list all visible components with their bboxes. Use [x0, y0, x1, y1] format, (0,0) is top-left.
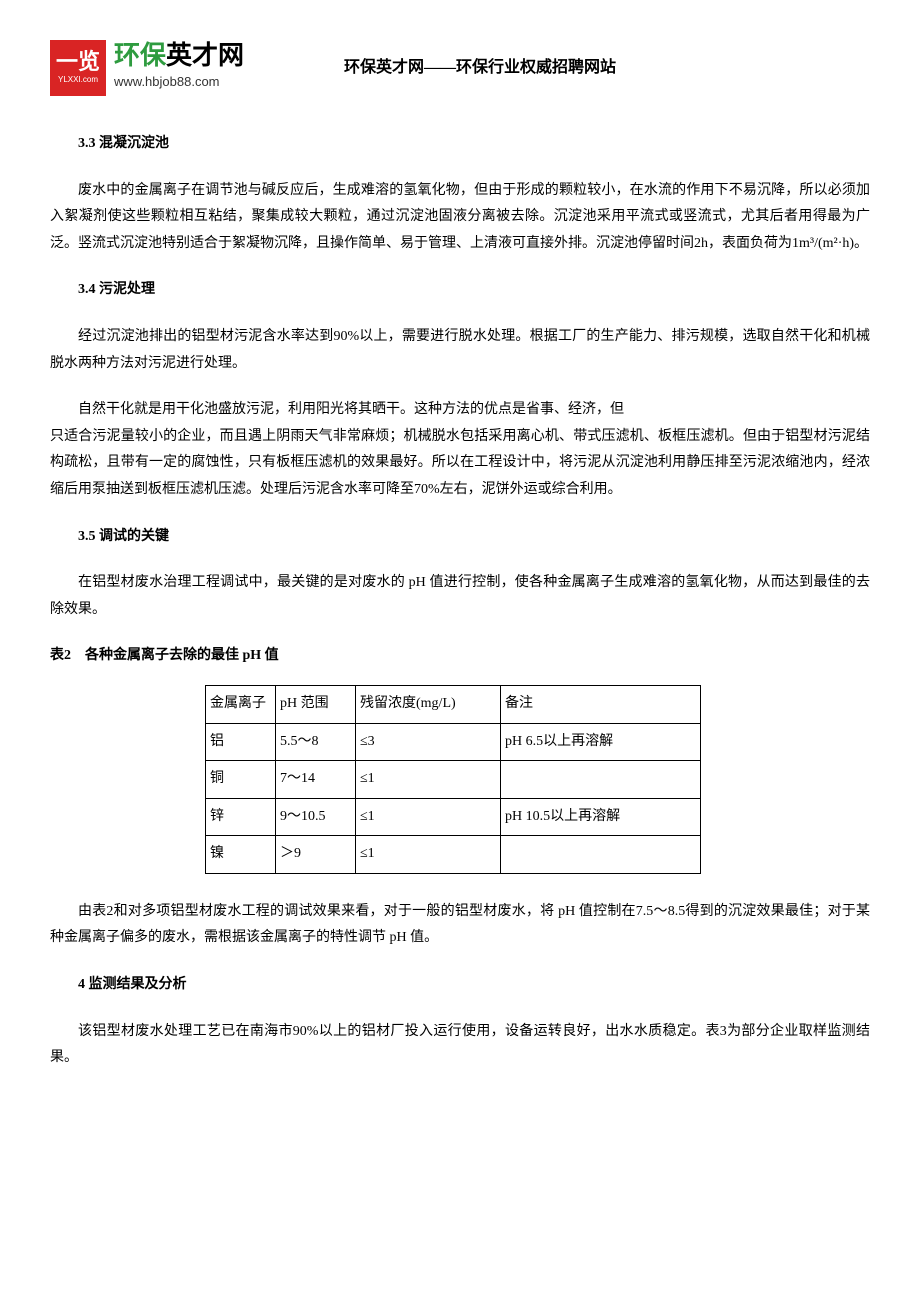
table-cell: 9～10.5 — [276, 798, 356, 836]
table-header-cell: pH 范围 — [276, 685, 356, 723]
table-2: 金属离子 pH 范围 残留浓度(mg/L) 备注 铝 5.5～8 ≤3 pH 6… — [205, 685, 701, 874]
section-3-4-title: 3.4 污泥处理 — [50, 277, 870, 304]
table-cell: 5.5～8 — [276, 723, 356, 761]
header-title: 环保英才网——环保行业权威招聘网站 — [344, 53, 616, 83]
section-3-3-paragraph: 废水中的金属离子在调节池与碱反应后，生成难溶的氢氧化物，但由于形成的颗粒较小，在… — [50, 178, 870, 258]
logo-badge-sub: YLXXI.com — [58, 75, 98, 85]
table-row: 锌 9～10.5 ≤1 pH 10.5以上再溶解 — [206, 798, 701, 836]
table-cell: 铜 — [206, 761, 276, 799]
page-header: 一览 YLXXI.com 环保英才网 www.hbjob88.com 环保英才网… — [50, 40, 870, 96]
section-4-paragraph: 该铝型材废水处理工艺已在南海市90%以上的铝材厂投入运行使用，设备运转良好，出水… — [50, 1019, 870, 1072]
table-cell: 镍 — [206, 836, 276, 874]
table-header-cell: 金属离子 — [206, 685, 276, 723]
section-3-4-paragraph-2b: 只适合污泥量较小的企业，而且遇上阴雨天气非常麻烦；机械脱水包括采用离心机、带式压… — [50, 424, 870, 504]
table-cell: ≤1 — [356, 836, 501, 874]
table-2-caption: 表2 各种金属离子去除的最佳 pH 值 — [50, 643, 870, 670]
table-cell: pH 6.5以上再溶解 — [501, 723, 701, 761]
logo-text: 环保英才网 www.hbjob88.com — [114, 42, 244, 95]
table-header-cell: 残留浓度(mg/L) — [356, 685, 501, 723]
table-cell: 7～14 — [276, 761, 356, 799]
logo-badge-main: 一览 — [56, 51, 100, 73]
logo-badge: 一览 YLXXI.com — [50, 40, 106, 96]
table-row: 镍 ＞9 ≤1 — [206, 836, 701, 874]
logo-title: 环保英才网 — [114, 42, 244, 68]
table-cell: ≤3 — [356, 723, 501, 761]
table-row: 铜 7～14 ≤1 — [206, 761, 701, 799]
table-cell: 铝 — [206, 723, 276, 761]
table-cell: 锌 — [206, 798, 276, 836]
section-3-4-paragraph-1: 经过沉淀池排出的铝型材污泥含水率达到90%以上，需要进行脱水处理。根据工厂的生产… — [50, 324, 870, 377]
section-3-5-title: 3.5 调试的关键 — [50, 524, 870, 551]
logo: 一览 YLXXI.com 环保英才网 www.hbjob88.com — [50, 40, 244, 96]
table-row: 铝 5.5～8 ≤3 pH 6.5以上再溶解 — [206, 723, 701, 761]
section-3-5-paragraph: 在铝型材废水治理工程调试中，最关键的是对废水的 pH 值进行控制，使各种金属离子… — [50, 570, 870, 623]
section-3-3-title: 3.3 混凝沉淀池 — [50, 131, 870, 158]
table-cell — [501, 761, 701, 799]
logo-url: www.hbjob88.com — [114, 70, 244, 95]
section-4-title: 4 监测结果及分析 — [50, 972, 870, 999]
logo-title-green: 环保 — [114, 40, 166, 70]
table-cell — [501, 836, 701, 874]
table-cell: pH 10.5以上再溶解 — [501, 798, 701, 836]
logo-title-black: 英才网 — [166, 40, 244, 70]
table-cell: ≤1 — [356, 761, 501, 799]
table-cell: ＞9 — [276, 836, 356, 874]
table-header-cell: 备注 — [501, 685, 701, 723]
after-table-paragraph: 由表2和对多项铝型材废水工程的调试效果来看，对于一般的铝型材废水，将 pH 值控… — [50, 899, 870, 952]
table-row: 金属离子 pH 范围 残留浓度(mg/L) 备注 — [206, 685, 701, 723]
table-cell: ≤1 — [356, 798, 501, 836]
section-3-4-paragraph-2a: 自然干化就是用干化池盛放污泥，利用阳光将其晒干。这种方法的优点是省事、经济，但 — [50, 397, 870, 424]
